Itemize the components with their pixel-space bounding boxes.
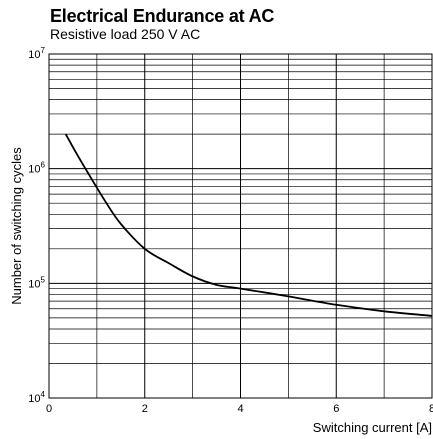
x-tick-label: 0 — [46, 403, 52, 415]
x-tick-label: 2 — [142, 403, 148, 415]
plot-frame — [48, 53, 433, 399]
grid-lines — [48, 53, 433, 399]
y-tick-label: 107 — [28, 46, 45, 61]
x-tick-label: 6 — [333, 403, 339, 415]
y-tick-label: 105 — [28, 275, 45, 290]
chart-title: Electrical Endurance at AC — [50, 6, 275, 26]
y-tick-label: 106 — [28, 161, 45, 176]
x-axis-label: Switching current [A] — [313, 420, 432, 435]
y-axis-label: Number of switching cycles — [9, 147, 24, 305]
chart-subtitle: Resistive load 250 V AC — [50, 26, 201, 42]
x-tick-labels: 0 2 4 6 8 — [46, 403, 433, 415]
endurance-curve — [64, 133, 433, 317]
y-tick-label: 104 — [28, 390, 45, 405]
x-tick-label: 8 — [429, 403, 433, 415]
x-tick-label: 4 — [237, 403, 243, 415]
y-tick-labels: 104 105 106 107 — [28, 46, 45, 405]
